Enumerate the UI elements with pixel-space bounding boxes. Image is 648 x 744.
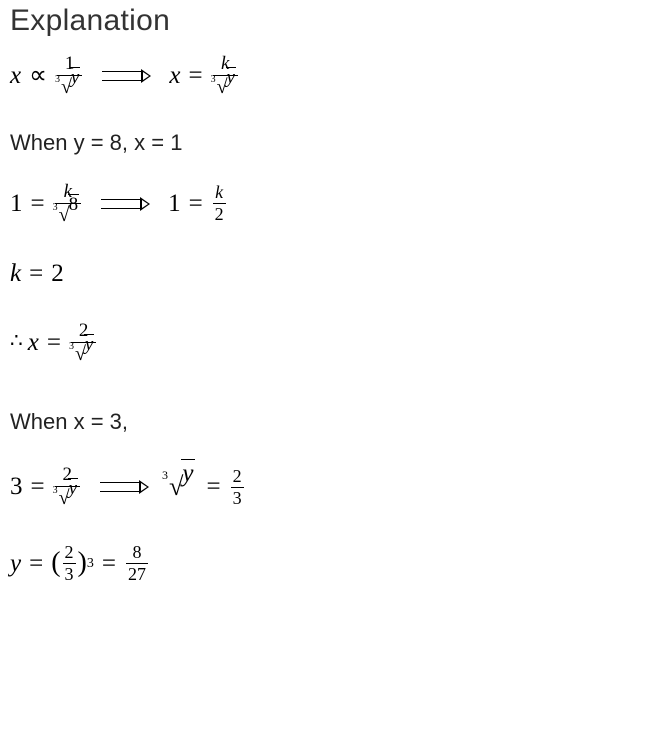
val-2: 2 bbox=[51, 260, 64, 288]
explanation-heading: Explanation bbox=[10, 4, 638, 38]
equals-5: = bbox=[47, 329, 61, 357]
eq-therefore-x: ∴ x = 2 3 y bbox=[10, 321, 638, 365]
cbrt-y-big: 3 y bbox=[167, 473, 195, 502]
cbrt-y-2: 3 y bbox=[215, 77, 236, 98]
eq-sub-x3: 3 = 2 3 y 3 y = 2 3 bbox=[10, 465, 638, 509]
eq-proportional: x ∝ 1 3 y x = k 3 y bbox=[10, 54, 638, 98]
frac-k-over-2: k 2 bbox=[213, 183, 226, 224]
var-x-2: x bbox=[169, 62, 180, 90]
therefore-symbol: ∴ bbox=[10, 330, 22, 352]
equals-9: = bbox=[102, 550, 116, 578]
frac-1-over-cbrt-y: 1 3 y bbox=[57, 54, 82, 98]
equals-6: = bbox=[31, 473, 45, 501]
var-x-3: x bbox=[28, 329, 39, 357]
frac-2-over-cbrt-y: 2 3 y bbox=[71, 321, 96, 365]
cbrt-y: 3 y bbox=[59, 77, 80, 98]
text-when-y8: When y = 8, x = 1 bbox=[10, 130, 638, 156]
eq-y-final: y = ( 2 3 )3 = 8 27 bbox=[10, 543, 638, 584]
equals-7: = bbox=[207, 473, 221, 501]
frac-k-over-cbrt8: k 3 8 bbox=[55, 182, 81, 226]
num-3-lhs: 3 bbox=[10, 473, 23, 501]
num-1-rhs: 1 bbox=[168, 190, 181, 218]
equals-3: = bbox=[189, 190, 203, 218]
cbrt-y-4: 3 y bbox=[57, 488, 78, 509]
num-1-lhs: 1 bbox=[10, 190, 23, 218]
cbrt-8: 3 8 bbox=[57, 205, 79, 226]
cube-exponent: 3 bbox=[87, 556, 94, 571]
cbrt-y-3: 3 y bbox=[73, 344, 94, 365]
var-k: k bbox=[10, 260, 21, 288]
open-paren: ( bbox=[51, 548, 60, 579]
var-y: y bbox=[10, 550, 21, 578]
var-x: x bbox=[10, 62, 21, 90]
implies-arrow-3 bbox=[100, 480, 149, 494]
equals-2: = bbox=[31, 190, 45, 218]
frac-2-3-inner: 2 3 bbox=[63, 543, 76, 584]
equals-8: = bbox=[29, 550, 43, 578]
frac-2-over-cbrt-y-2: 2 3 y bbox=[55, 465, 80, 509]
text-when-x3: When x = 3, bbox=[10, 409, 638, 435]
equals-4: = bbox=[29, 260, 43, 288]
eq-k-equals-2: k = 2 bbox=[10, 260, 638, 288]
equals-1: = bbox=[188, 62, 202, 90]
frac-8-27: 8 27 bbox=[126, 543, 148, 584]
propto-symbol: ∝ bbox=[29, 62, 47, 90]
eq-sub-y8: 1 = k 3 8 1 = k 2 bbox=[10, 182, 638, 226]
close-paren: ) bbox=[78, 548, 87, 579]
implies-arrow-2 bbox=[101, 197, 150, 211]
frac-2-3: 2 3 bbox=[231, 467, 244, 508]
implies-arrow bbox=[102, 69, 151, 83]
frac-k-over-cbrt-y: k 3 y bbox=[213, 54, 238, 98]
